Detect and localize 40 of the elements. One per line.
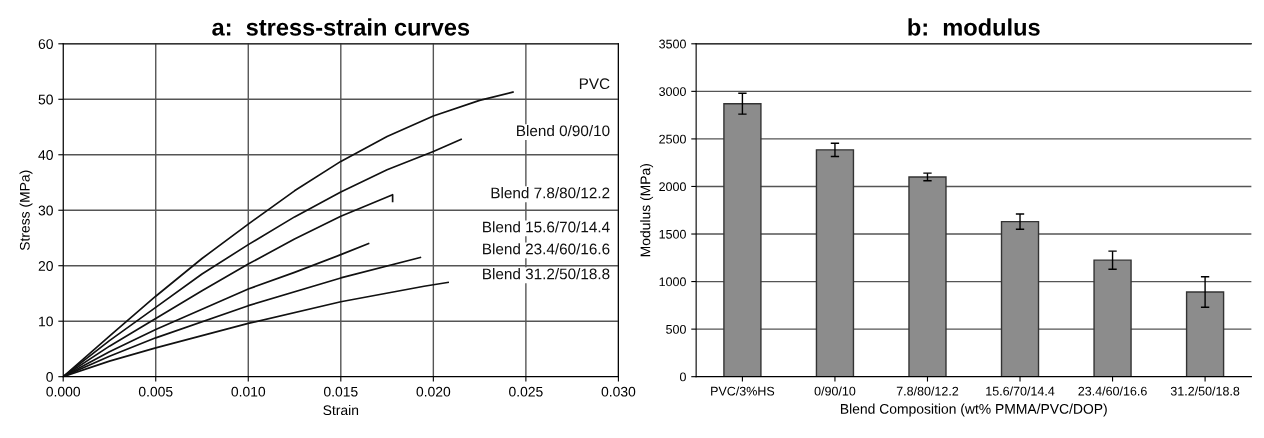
- x-tick-label: 15.6/70/14.4: [986, 386, 1055, 396]
- chart-title: b: modulus: [908, 18, 1040, 36]
- text: Blend 7.8/80/12.2: [491, 187, 610, 199]
- y-tick-label: 2500: [659, 134, 686, 144]
- y-tick-label: 50: [38, 94, 53, 105]
- y-tick-label: 60: [38, 39, 53, 49]
- y-axis-title: Modulus (MPa): [640, 164, 654, 257]
- y-tick-label: 0: [46, 372, 53, 382]
- x-tick-label: 23.4/60/16.6: [1078, 386, 1147, 396]
- x-axis-title: Blend Composition (wt% PMMA/PVC/DOP): [840, 403, 1107, 417]
- text: PVC: [579, 78, 610, 90]
- y-tick-label: 10: [39, 316, 53, 327]
- x-tick-label: 31.2/50/18.8: [1170, 386, 1240, 396]
- x-tick-label: 0/90/10: [814, 386, 856, 396]
- y-tick-label: 1500: [659, 229, 686, 239]
- y-axis-title: Stress (MPa): [19, 170, 33, 251]
- text: Blend 31.2/50/18.8: [483, 268, 610, 280]
- text: Blend 0/90/10: [517, 124, 610, 137]
- x-tick-label: 0.030: [601, 386, 636, 397]
- y-tick-label: 40: [38, 150, 53, 160]
- x-axis-title: Strain: [323, 404, 359, 416]
- text: Blend 15.6/70/14.4: [483, 221, 610, 233]
- y-tick-label: 0: [679, 372, 686, 382]
- x-tick-label: PVC/3%HS: [711, 386, 775, 396]
- x-tick-label: 0.025: [509, 386, 543, 397]
- y-tick-label: 1000: [659, 277, 686, 287]
- x-tick-label: 0.015: [323, 386, 358, 397]
- x-tick-label: 0.010: [231, 386, 266, 397]
- y-tick-label: 30: [38, 205, 53, 216]
- x-tick-label: 0.000: [46, 386, 81, 397]
- y-tick-label: 2000: [659, 182, 686, 192]
- y-tick-label: 20: [38, 261, 53, 271]
- y-tick-label: 500: [666, 324, 686, 334]
- x-tick-label: 7.8/80/12.2: [896, 386, 959, 396]
- text: Blend 23.4/60/16.6: [483, 243, 610, 255]
- x-tick-label: 0.020: [416, 386, 451, 397]
- y-tick-label: 3000: [659, 87, 686, 97]
- y-tick-label: 3500: [659, 39, 686, 49]
- x-tick-label: 0.005: [138, 386, 173, 397]
- chart-title: a: stress-strain curves: [212, 18, 470, 36]
